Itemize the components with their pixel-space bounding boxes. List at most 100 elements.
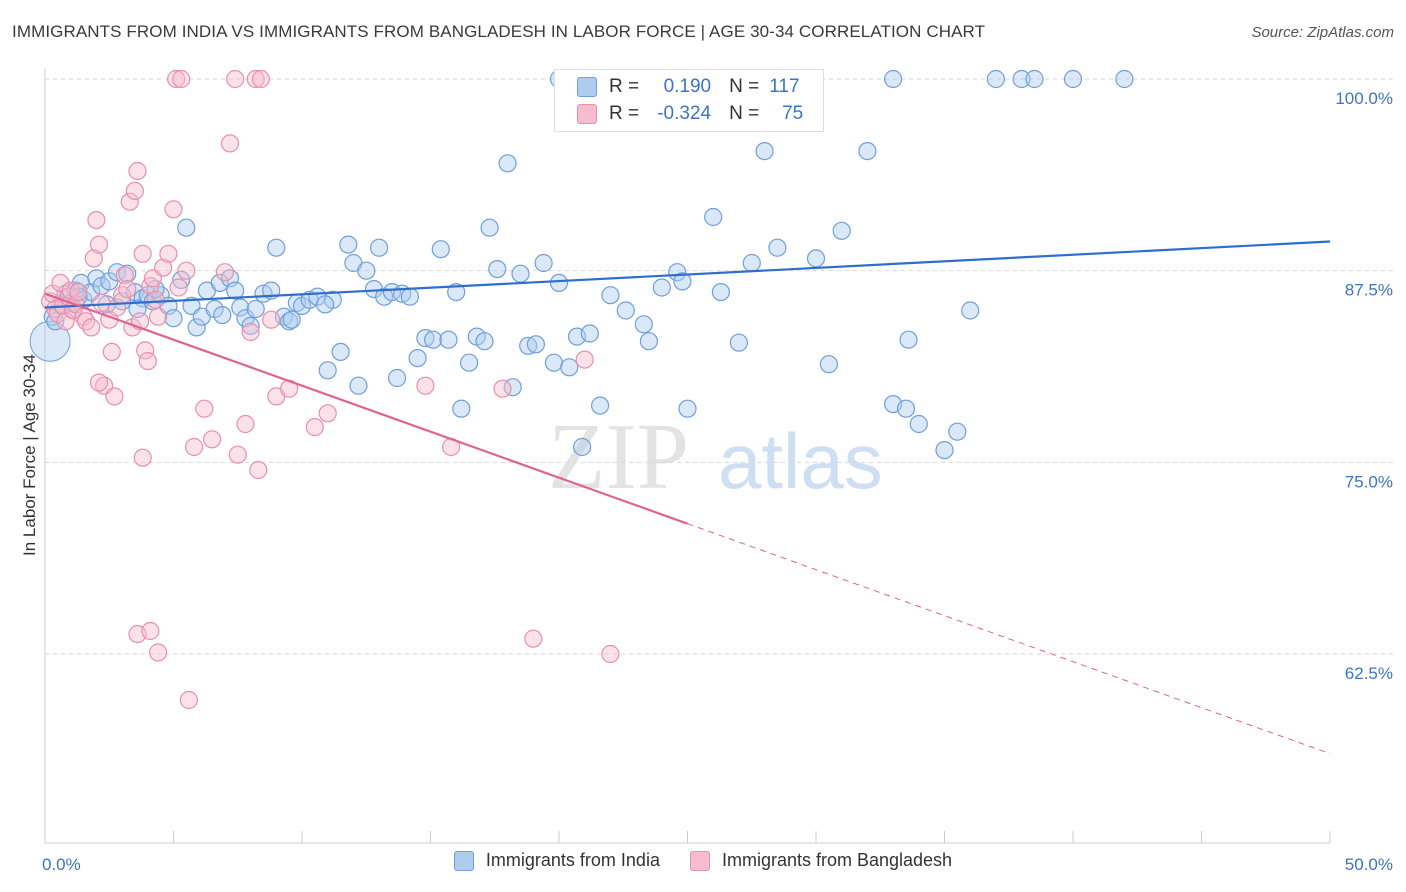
- r-label: R =: [609, 103, 640, 124]
- india-point: [572, 437, 592, 457]
- n-label: N =: [729, 76, 760, 97]
- india-point: [460, 353, 479, 372]
- india-point: [519, 336, 538, 355]
- correlation-legend: R = 0.190 N = 117 R = -0.324 N = 75: [554, 69, 824, 132]
- india-point: [634, 315, 653, 334]
- india-point: [241, 316, 260, 335]
- legend-item-india[interactable]: Immigrants from India: [453, 850, 660, 871]
- india-point: [673, 272, 692, 291]
- india-point: [668, 263, 687, 282]
- india-point: [452, 399, 471, 418]
- india-point: [511, 264, 530, 283]
- r-label: R =: [609, 76, 640, 97]
- india-trend-line: [44, 240, 1331, 309]
- bangladesh-point: [84, 249, 103, 268]
- bangladesh-point: [136, 341, 155, 360]
- legend-row-bangladesh: R = -0.324 N = 75: [577, 100, 803, 128]
- bangladesh-point: [133, 244, 152, 263]
- india-point: [164, 309, 183, 328]
- bangladesh-point: [149, 643, 168, 662]
- india-point: [742, 253, 761, 273]
- bangladesh-point: [149, 307, 168, 326]
- india-point: [357, 261, 376, 280]
- trend-lines: [44, 240, 1331, 755]
- india-point: [231, 298, 250, 317]
- india-point: [246, 299, 265, 319]
- india-point: [961, 301, 980, 320]
- india-point: [331, 342, 350, 361]
- bangladesh-point: [226, 69, 245, 89]
- n-label: N =: [729, 103, 760, 124]
- india-point: [431, 240, 450, 259]
- bangladesh-point: [305, 418, 324, 437]
- india-swatch: [577, 77, 597, 97]
- legend-item-bangladesh[interactable]: Immigrants from Bangladesh: [689, 850, 953, 871]
- india-point: [560, 358, 579, 377]
- bangladesh-point: [215, 263, 234, 282]
- india-point: [488, 260, 507, 279]
- india-point: [282, 310, 301, 329]
- bangladesh-point: [89, 373, 109, 392]
- bangladesh-point: [172, 69, 191, 89]
- india-point: [210, 273, 229, 292]
- india-point: [549, 273, 569, 292]
- bangladesh-point: [159, 244, 178, 263]
- bangladesh-point: [133, 448, 152, 467]
- bangladesh-point: [51, 273, 70, 292]
- bangladesh-point: [249, 460, 268, 480]
- india-point: [498, 154, 517, 173]
- india-point: [832, 221, 851, 240]
- india-point: [544, 353, 564, 372]
- bangladesh-point: [154, 258, 173, 277]
- bangladesh-point: [203, 430, 222, 449]
- india-point-large: [29, 320, 71, 362]
- bangladesh-point: [493, 379, 512, 398]
- india-point: [370, 238, 389, 257]
- bangladesh-point: [92, 293, 111, 312]
- india-point: [858, 142, 877, 161]
- source-note: Source: ZipAtlas.com: [1251, 24, 1394, 41]
- bangladesh-r-value: -0.324: [657, 103, 712, 124]
- axes: [44, 68, 1331, 844]
- india-point: [187, 318, 206, 337]
- legend-label-bangladesh: Immigrants from Bangladesh: [721, 850, 953, 870]
- bangladesh-point: [102, 342, 121, 361]
- y-axis-title: In Labor Force | Age 30-34: [20, 354, 39, 556]
- india-point: [806, 249, 826, 268]
- india-r-value: 0.190: [663, 76, 712, 97]
- india-point: [526, 335, 546, 354]
- bangladesh-point: [128, 161, 147, 181]
- bangladesh-point: [125, 181, 144, 200]
- bangladesh-swatch: [689, 850, 710, 871]
- india-point: [896, 399, 916, 418]
- india-point: [639, 332, 659, 351]
- india-point: [935, 441, 954, 460]
- india-point: [1025, 69, 1044, 89]
- india-point: [819, 355, 839, 374]
- bangladesh-point: [138, 352, 157, 371]
- bangladesh-point: [246, 69, 265, 89]
- y-tick-label: 87.5%: [1345, 281, 1393, 300]
- india-point: [177, 218, 196, 237]
- india-point: [1012, 69, 1031, 89]
- bangladesh-point: [177, 261, 196, 280]
- legend-row-india: R = 0.190 N = 117: [577, 73, 800, 101]
- bangladesh-point: [146, 290, 165, 309]
- bangladesh-point: [220, 134, 240, 153]
- india-point: [909, 414, 928, 434]
- bangladesh-point: [524, 629, 543, 648]
- india-point: [755, 142, 774, 161]
- bangladesh-point: [318, 404, 337, 423]
- india-point: [439, 330, 458, 349]
- watermark-atlas: atlas: [718, 417, 883, 505]
- bangladesh-point: [169, 278, 188, 297]
- bangladesh-trend-extension: [687, 523, 1331, 755]
- bangladesh-point: [69, 283, 88, 302]
- india-point: [590, 396, 610, 415]
- india-point: [768, 238, 787, 257]
- bangladesh-point: [195, 399, 214, 418]
- india-point: [213, 306, 232, 325]
- india-point: [616, 301, 635, 320]
- india-swatch: [453, 850, 474, 871]
- india-point: [226, 281, 245, 300]
